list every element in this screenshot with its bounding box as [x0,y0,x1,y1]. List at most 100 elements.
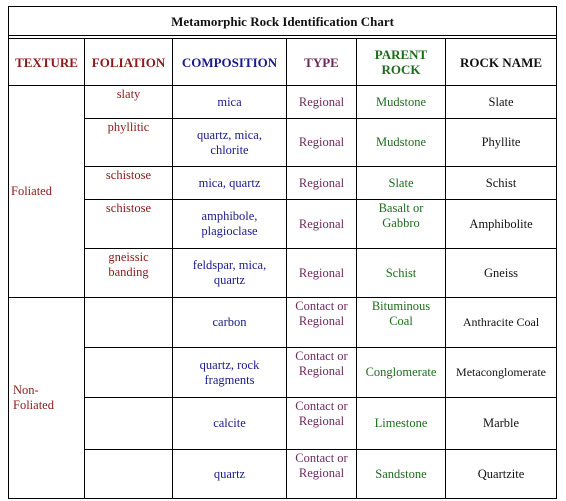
parent-rock-cell-line: Gabbro [382,216,420,230]
type-cell: Contact or Regional [286,397,357,450]
parent-rock-cell-line: Sandstone [375,466,427,481]
table-body: Foliated slaty mica Regional Mudstone Slate ph… [8,85,558,499]
composition-cell: mica, quartz [172,166,287,200]
type-cell-line: Contact or [295,349,348,363]
rock-name-cell: Schist [444,166,558,200]
header-rock-name: ROCK NAME [444,38,558,86]
type-cell-line: Regional [298,175,345,190]
composition-cell-line: carbon [212,315,247,329]
chart-title: Metamorphic Rock Identification Chart [7,6,558,36]
foliation-cell: schistose [84,199,173,249]
table-row: quartz Contact or Regional Sandstone Quartzi… [9,449,558,499]
foliation-cell [84,397,173,450]
rock-name-cell: Amphibolite [444,199,558,249]
parent-rock-cell-line: Coal [389,314,413,328]
header-foliation: FOLIATION [84,38,173,86]
texture-foliated: Foliated [8,85,85,298]
parent-rock-cell: Basalt or Gabbro [356,199,446,249]
composition-cell-line: quartz, mica, [197,127,262,142]
parent-rock-cell: Mudstone [356,85,446,119]
table-row: gneissic banding feldspar, mica, quartz Regi… [9,248,558,298]
parent-rock-cell: Limestone [356,397,446,450]
rock-name-cell: Metaconglomerate [444,347,558,398]
foliation-cell-line: banding [108,265,149,279]
parent-rock-cell: Sandstone [356,449,446,499]
header-row: TEXTURE FOLIATION COMPOSITION TYPE PAREN… [8,38,558,86]
composition-cell: quartz, mica, chlorite [172,118,287,167]
parent-rock-cell-line: Mudstone [376,135,426,149]
type-cell-line: Contact or [295,299,348,313]
parent-rock-cell-line: Schist [385,265,417,280]
foliation-cell: phyllitic [84,118,173,167]
foliation-cell-line: schistose [105,201,152,215]
parent-rock-cell-line: Bituminous [371,299,431,313]
type-cell-line: Regional [298,265,345,280]
foliation-cell-line: slaty [116,87,141,101]
parent-rock-cell: Conglomerate [356,347,446,398]
type-cell: Regional [286,166,357,200]
foliation-cell: gneissic banding [84,248,173,298]
parent-rock-cell-line: Basalt or [378,201,424,215]
rock-name-cell: Slate [444,85,558,119]
table-row: phyllitic quartz, mica, chlorite Regional Mu… [9,118,558,167]
parent-rock-cell-line: Mudstone [376,94,426,109]
type-cell-line: Contact or [295,451,348,465]
foliation-cell [84,449,173,499]
header-composition: COMPOSITION [172,38,287,86]
texture-line: Non- [13,383,39,397]
type-cell-line: Regional [298,94,345,109]
type-cell-line: Regional [298,135,345,149]
type-cell-line: Regional [298,466,345,480]
type-cell-line: Regional [298,314,345,328]
type-cell: Regional [286,118,357,167]
foliation-cell-line: gneissic [108,250,149,264]
composition-cell: quartz, rock fragments [172,347,287,398]
foliation-cell: slaty [84,85,173,119]
foliation-cell-line: phyllitic [107,120,150,134]
type-cell: Regional [286,85,357,119]
composition-cell: calcite [172,397,287,450]
parent-rock-cell: Mudstone [356,118,446,167]
parent-rock-cell-line: Slate [388,175,414,190]
spacer-row [7,35,558,39]
parent-rock-cell: Slate [356,166,446,200]
type-cell: Contact or Regional [286,449,357,499]
rock-name-cell: Phyllite [444,118,558,167]
foliation-cell [84,297,173,348]
rock-name-cell: Marble [444,397,558,450]
header-parent-rock: PARENT ROCK [356,38,446,86]
composition-cell-line: quartz [213,466,246,481]
type-cell-line: Regional [298,364,345,378]
header-texture: TEXTURE [8,38,85,86]
composition-cell: quartz [172,449,287,499]
chart-container: Metamorphic Rock Identification Chart TE… [7,6,558,499]
type-cell-line: Regional [298,216,345,231]
header-parent-line1: PARENT [374,47,428,62]
composition-cell-line: amphibole, [201,209,258,223]
header-type: TYPE [286,38,357,86]
rock-name-cell: Gneiss [444,248,558,298]
composition-cell: mica [172,85,287,119]
rock-identification-table: Metamorphic Rock Identification Chart TE… [7,6,558,499]
foliation-cell [84,347,173,398]
type-cell: Regional [286,248,357,298]
type-cell: Contact or Regional [286,297,357,348]
composition-cell-line: quartz, rock [199,357,260,372]
table-row: quartz, rock fragments Contact or Regional C… [9,347,558,398]
parent-rock-cell-line: Conglomerate [365,365,437,379]
composition-cell: feldspar, mica, quartz [172,248,287,298]
parent-rock-cell-line: Limestone [374,416,428,430]
header-parent-line2: ROCK [381,62,421,77]
table-row: Foliated slaty mica Regional Mudstone Slate [8,85,558,298]
composition-cell-line: fragments [204,372,255,387]
rock-name-cell: Anthracite Coal [444,297,558,348]
foliation-cell: schistose [84,166,173,200]
texture-non-foliated: Non- Foliated [8,297,85,499]
foliation-cell-line: schistose [105,168,152,182]
composition-cell-line: plagioclase [201,224,258,238]
type-cell: Regional [286,199,357,249]
composition-cell-line: mica, quartz [198,175,261,190]
table-row: Non- Foliated carbon Contact or Regional Bitu… [8,297,558,499]
composition-cell-line: chlorite [210,142,249,157]
composition-cell: amphibole, plagioclase [172,199,287,249]
